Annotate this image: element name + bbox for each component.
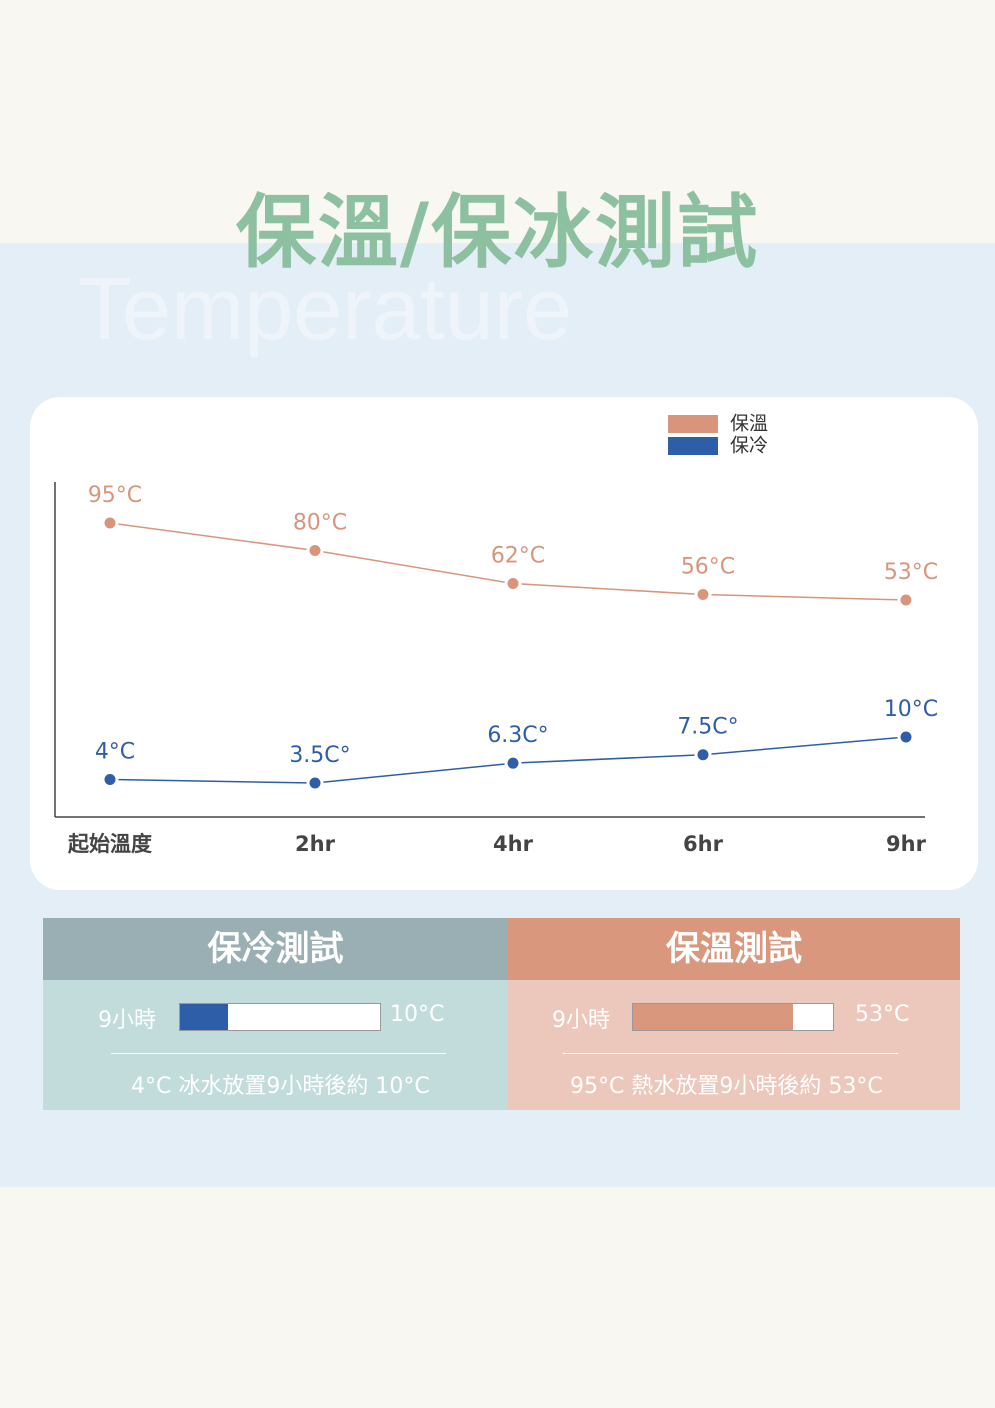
divider [111,1053,446,1054]
point [101,770,119,788]
duration: 9小時 [552,1008,610,1033]
progress-bar [179,1003,381,1031]
point [897,591,915,609]
hot-panel: 保溫測試 9小時 53°C 95°C 熱水放置9小時後約 53°C [508,918,960,1110]
data-label: 7.5C° [677,715,738,740]
panel-body: 9小時 53°C 95°C 熱水放置9小時後約 53°C [508,980,960,1110]
data-label: 80°C [293,511,347,536]
x-tick-label: 起始溫度 [67,832,152,856]
progress-bar [632,1003,834,1031]
x-tick-label: 9hr [886,832,927,856]
progress-fill [180,1004,228,1030]
point [694,586,712,603]
panel-body: 9小時 10°C 4°C 冰水放置9小時後約 10°C [43,980,508,1110]
note: 95°C 熱水放置9小時後約 53°C [570,1074,883,1099]
data-label: 3.5C° [289,743,350,768]
panel-title: 保冷測試 [43,918,508,980]
chart-card [30,397,978,890]
x-tick-label: 4hr [493,832,534,856]
point [504,754,522,772]
legend-label: 保冷 [730,435,768,457]
result: 53°C [855,1002,910,1027]
data-label: 95°C [88,483,142,508]
point [306,542,324,559]
legend-swatch [668,415,718,433]
x-tick-label: 6hr [683,832,724,856]
cold-panel: 保冷測試 9小時 10°C 4°C 冰水放置9小時後約 10°C [43,918,508,1110]
result: 10°C [390,1002,445,1027]
data-label: 6.3C° [487,723,548,748]
note: 4°C 冰水放置9小時後約 10°C [131,1074,430,1099]
progress-fill [633,1004,793,1030]
point [694,746,712,764]
data-label: 10°C [884,697,938,722]
x-tick-label: 2hr [295,832,336,856]
page-title: 保溫/保冰測試 [235,186,760,279]
data-label: 53°C [884,560,938,585]
legend-label: 保溫 [730,413,768,435]
data-label: 4°C [95,739,135,764]
point [504,575,522,592]
point [101,514,119,532]
duration: 9小時 [98,1008,156,1033]
data-label: 62°C [491,544,545,569]
watermark: Temperature [78,259,573,358]
divider [563,1053,898,1054]
panel-title: 保溫測試 [508,918,960,980]
data-label: 56°C [681,555,735,580]
legend-swatch [668,437,718,455]
point [306,774,324,792]
point [897,728,915,746]
